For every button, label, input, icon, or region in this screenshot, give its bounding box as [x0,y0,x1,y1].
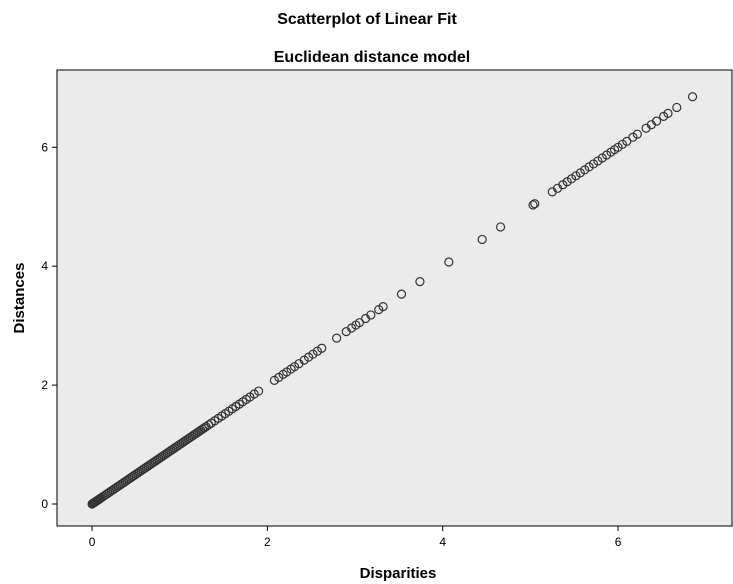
y-tick-label: 2 [41,378,48,392]
plot-area [56,69,733,527]
data-points-group [87,92,698,509]
x-tick-label: 6 [615,535,622,549]
scatter-point [495,222,506,232]
x-tick-label: 2 [264,535,271,549]
scatter-point [687,92,698,102]
scatter-point [317,343,327,353]
scatter-point [332,333,342,343]
scatter-point [632,129,642,139]
scatter-point [204,420,214,430]
scatter-point [444,257,454,267]
chart-title: Scatterplot of Linear Fit [277,11,457,28]
scatter-point [415,277,425,287]
scatter-point [378,302,388,312]
scatter-point [254,386,264,396]
scatter-point [354,318,365,328]
y-tick-label: 4 [41,259,48,273]
scatter-point [366,310,376,320]
x-tick-label: 0 [89,535,96,549]
scatter-point [528,200,538,210]
y-axis-label: Distances [11,263,28,334]
y-tick-label: 6 [41,140,48,154]
x-tick-label: 4 [439,535,446,549]
scatter-point [477,234,487,245]
axes-group: 0 2 4 6 0 2 4 6 [41,140,621,549]
scatter-point [672,102,682,113]
scatter-point [396,289,407,299]
scatter-point [663,108,673,119]
scatter-point [530,199,540,209]
x-axis-label: Disparities [360,565,437,582]
scatter-point [622,136,632,146]
scatter-point [652,116,662,126]
chart-subtitle: Euclidean distance model [274,49,471,66]
y-tick-label: 0 [41,497,48,511]
